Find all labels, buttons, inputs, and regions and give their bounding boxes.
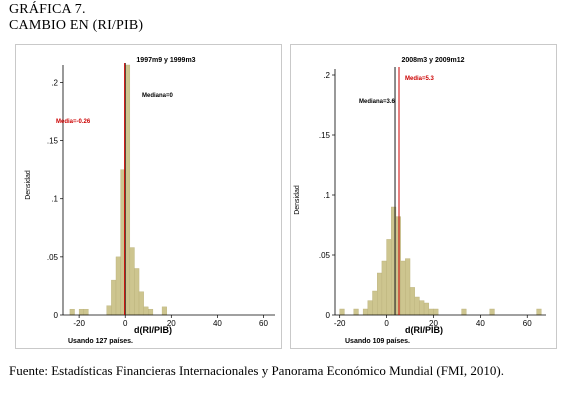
histogram-bar	[423, 302, 429, 316]
histogram-bar	[386, 239, 392, 316]
histogram-bar	[433, 308, 439, 316]
histogram-bar	[115, 256, 121, 316]
mean-annotation: Media=-0.26	[56, 119, 91, 125]
histogram-bar	[125, 64, 131, 316]
y-tick-label: .05	[319, 251, 331, 260]
histogram-bar	[161, 306, 167, 316]
x-axis-label: d(RI/PIB)	[405, 325, 443, 335]
histogram-bar	[381, 260, 387, 316]
y-tick-label: .1	[323, 191, 330, 200]
histogram-bar	[428, 308, 434, 316]
histogram-bar	[405, 258, 411, 316]
histogram-bar	[409, 287, 415, 316]
period-label: 1997m9 y 1999m3	[136, 57, 195, 64]
histogram-bar	[367, 300, 373, 316]
median-annotation: Mediana=0	[142, 93, 174, 99]
histogram-bar	[461, 308, 467, 316]
x-tick-label: 60	[259, 319, 268, 328]
period-label: 2008m3 y 2009m12	[401, 57, 464, 64]
histogram-bar	[78, 308, 84, 316]
histogram-bar	[414, 296, 420, 316]
y-tick-label: 0	[326, 311, 331, 320]
source-note: Fuente: Estadísticas Financieras Interna…	[9, 363, 504, 378]
histogram-bar	[69, 308, 75, 316]
x-tick-label: -20	[334, 319, 346, 328]
histogram-bar	[134, 268, 140, 316]
histogram-bar	[376, 272, 383, 316]
histogram-bar	[148, 308, 154, 316]
y-axis-label: Densidad	[294, 185, 301, 215]
histogram-bar	[372, 290, 378, 316]
histogram-panel-2008: -20 0 20 40 60 0.05.1.15.2 Media=5.3 Mediana=3.…	[290, 44, 557, 349]
histogram-bar	[362, 308, 369, 316]
histogram-chart-1997: -20 0 20 40 60 0 .05 .1 .15 .2 Media=-0.26 Mediana=…	[25, 57, 275, 345]
histogram-bar	[129, 247, 135, 316]
y-tick-label: .2	[51, 78, 58, 87]
plot-area: -20 0 20 40 600.05.1.15.2 Media=5.3Mediana=3.…	[319, 67, 546, 328]
histogram-bar	[83, 308, 89, 316]
y-tick-label: .15	[319, 131, 331, 140]
histogram-bar	[353, 308, 359, 316]
x-tick-label: -20	[73, 319, 85, 328]
x-tick-label: 20	[429, 319, 438, 328]
x-tick-label: 0	[384, 319, 389, 328]
histogram-panel-1997: -20 0 20 40 60 0 .05 .1 .15 .2 Media=-0.26 Mediana=…	[15, 44, 282, 349]
histogram-bar	[400, 260, 406, 316]
y-axis-label: Densidad	[25, 170, 32, 200]
x-axis-label: d(RI/PIB)	[134, 325, 172, 335]
y-tick-label: .1	[51, 195, 58, 204]
y-tick-label: .05	[47, 253, 59, 262]
median-annotation: Mediana=3.6	[359, 99, 396, 105]
histogram-bar	[106, 305, 112, 316]
histogram-bar	[339, 308, 345, 316]
x-tick-label: 20	[167, 319, 176, 328]
histogram-bar	[143, 306, 149, 316]
figure-title: CAMBIO EN (RI/PIB)	[9, 18, 144, 33]
histogram-chart-2008: -20 0 20 40 600.05.1.15.2 Media=5.3Mediana=3.…	[294, 57, 546, 345]
histogram-bar	[489, 308, 495, 316]
plot-area: -20 0 20 40 60 0 .05 .1 .15 .2 Media=-0.26 Mediana=…	[47, 63, 275, 328]
histogram-bar	[395, 216, 401, 316]
sample-note: Usando 109 países.	[345, 338, 410, 345]
y-tick-label: .2	[323, 71, 330, 80]
mean-annotation: Media=5.3	[405, 76, 435, 82]
x-tick-label: 60	[523, 319, 532, 328]
y-tick-label: .15	[47, 137, 59, 146]
x-tick-label: 0	[123, 319, 128, 328]
histogram-bar	[419, 300, 425, 316]
figure-number: GRÁFICA 7.	[9, 2, 86, 17]
histogram-bar	[111, 279, 117, 316]
histogram-bar	[138, 291, 144, 316]
x-tick-label: 40	[213, 319, 222, 328]
x-tick-label: 40	[476, 319, 485, 328]
y-tick-label: 0	[54, 311, 59, 320]
histogram-bar	[536, 308, 542, 316]
sample-note: Usando 127 países.	[68, 338, 133, 345]
